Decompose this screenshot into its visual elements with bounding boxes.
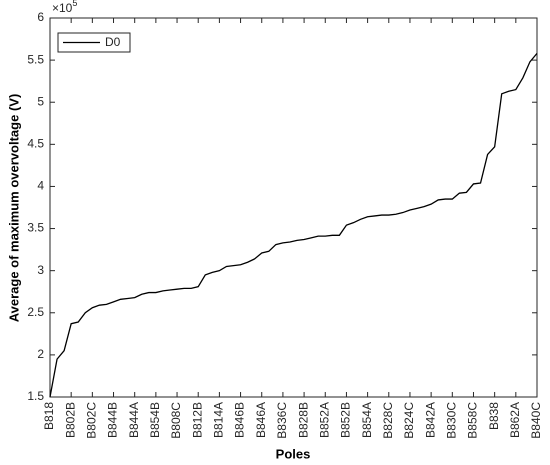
y-tick-label: 3 (37, 263, 44, 277)
x-tick-label: B802B (63, 402, 77, 438)
y-tick-label: 4.5 (27, 137, 44, 151)
x-axis-title: Poles (276, 446, 311, 461)
x-tick-label: B802C (85, 402, 99, 439)
y-tick-label: 6 (37, 10, 44, 24)
x-tick-label: B854B (148, 402, 162, 438)
y-tick-label: 4 (37, 179, 44, 193)
y-tick-label: 5 (37, 94, 44, 108)
x-tick-label: B852B (339, 402, 353, 438)
x-tick-label: B844A (127, 402, 141, 438)
x-tick-label: B840C (529, 402, 543, 439)
x-tick-label: B844B (106, 402, 120, 438)
x-tick-label: B828C (381, 402, 395, 439)
y-tick-label: 1.5 (27, 389, 44, 403)
plot-frame (49, 17, 538, 398)
x-tick-label: B846A (254, 402, 268, 438)
x-tick-label: B830C (444, 402, 458, 439)
y-tick-label: 2 (37, 347, 44, 361)
y-exponent: ×105 (52, 0, 77, 15)
x-tick-label: B814A (212, 402, 226, 438)
legend-label: D0 (105, 35, 121, 49)
y-exponent-power: 5 (72, 0, 77, 8)
line-series (49, 52, 538, 398)
x-tick-label: B824C (402, 402, 416, 439)
y-exponent-base: ×10 (52, 1, 73, 15)
x-tick-label: B838 (487, 402, 501, 430)
x-tick-label: B852A (317, 402, 331, 438)
x-tick-label: B836C (275, 402, 289, 439)
x-tick-label: B818 (42, 402, 56, 430)
x-tick-label: B862A (508, 402, 522, 438)
x-tick-label: B846B (233, 402, 247, 438)
x-tick-label: B854A (360, 402, 374, 438)
y-axis-title: Average of maximum overvoltage (V) (6, 94, 21, 323)
y-tick-label: 3.5 (27, 221, 44, 235)
x-tick-label: B858C (466, 402, 480, 439)
y-tick-label: 5.5 (27, 52, 44, 66)
x-tick-label: B828B (296, 402, 310, 438)
x-tick-label: B842A (423, 402, 437, 438)
y-tick-label: 2.5 (27, 305, 44, 319)
x-tick-label: B812B (190, 402, 204, 438)
x-tick-label: B808C (169, 402, 183, 439)
